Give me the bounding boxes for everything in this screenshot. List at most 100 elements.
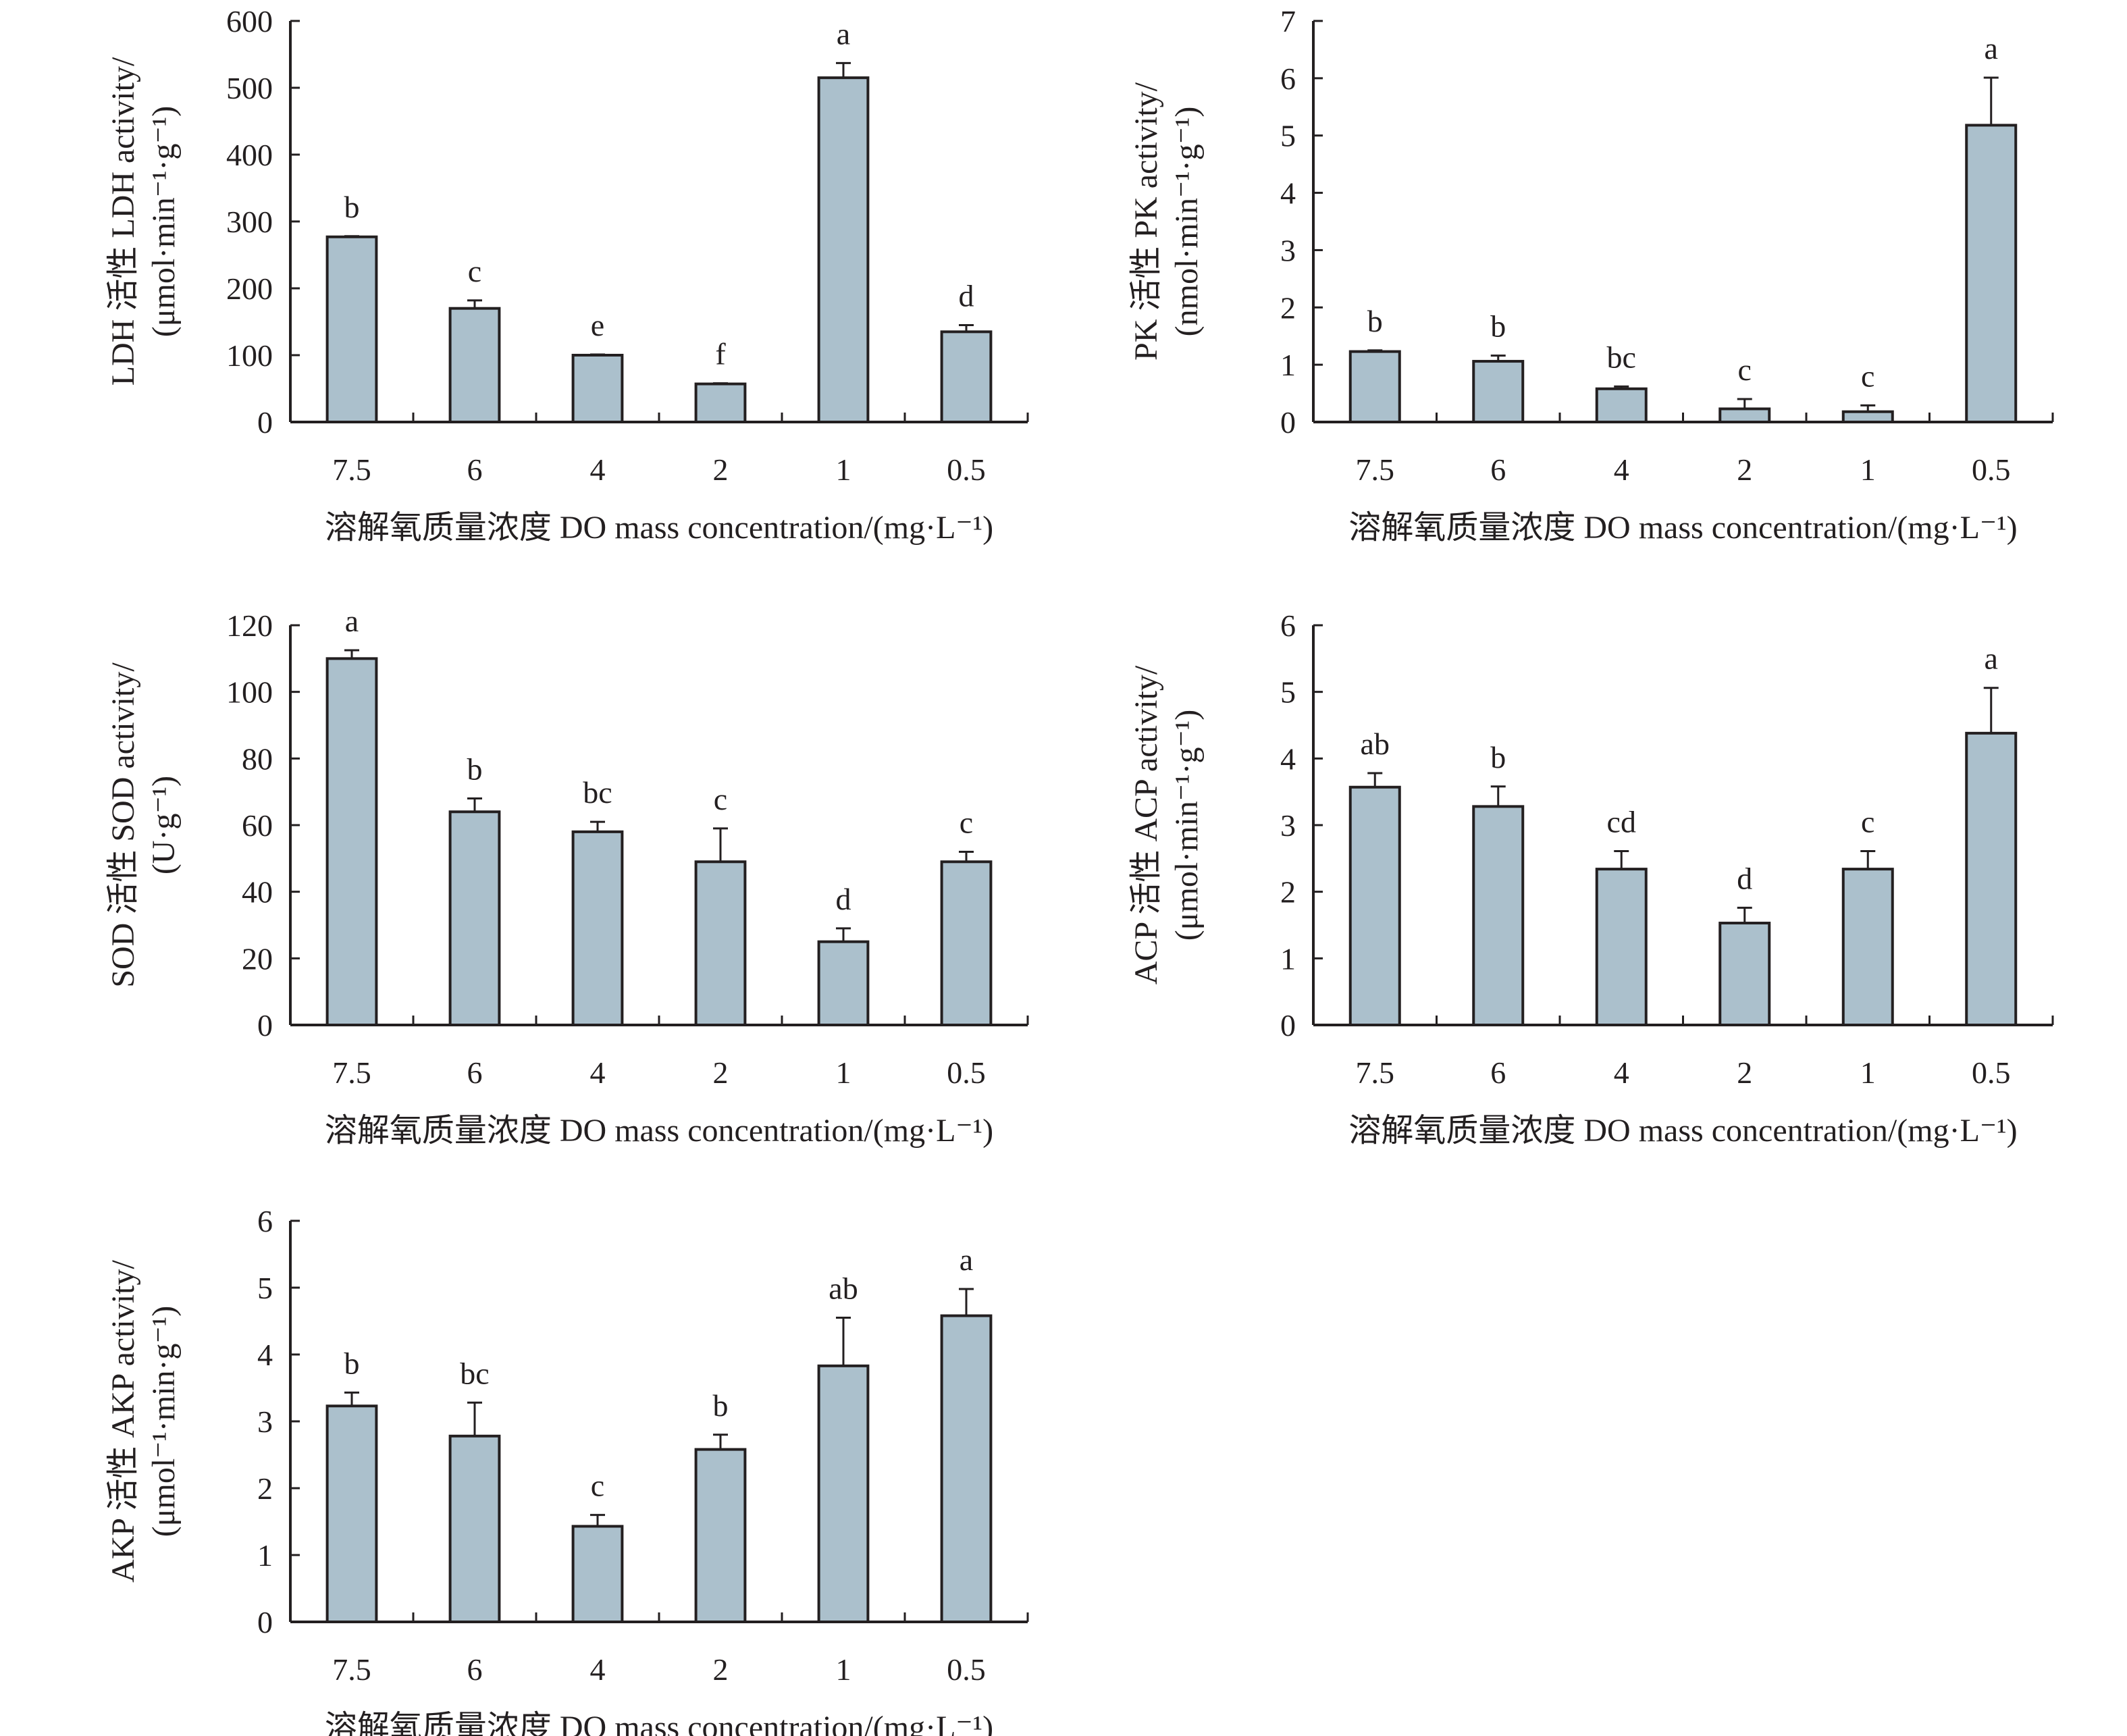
y-axis-title: LDH 活性 LDH activity/ xyxy=(105,57,141,386)
bar xyxy=(694,860,747,1027)
significance-label: b xyxy=(1367,304,1383,338)
bar xyxy=(448,1434,501,1624)
chart-panel-3: 0 1 2 3 4 5 6 ab 7.5 b 6 cd 4 d 2 c 1 a 0.5 溶解氧质量浓度 DO mass… xyxy=(1128,608,2054,1149)
significance-label: b xyxy=(1490,740,1506,774)
significance-label: a xyxy=(837,16,850,51)
bar xyxy=(325,1404,378,1623)
y-axis-unit: (nmol·min⁻¹·g⁻¹) xyxy=(1169,107,1205,337)
x-axis-title: 溶解氧质量浓度 DO mass concentration/(mg·L⁻¹) xyxy=(325,510,993,546)
bar xyxy=(1348,785,1401,1026)
x-axis-title: 溶解氧质量浓度 DO mass concentration/(mg·L⁻¹) xyxy=(325,1710,993,1736)
bar xyxy=(1472,805,1525,1026)
y-tick-label: 5 xyxy=(1280,119,1296,153)
y-tick-label: 600 xyxy=(226,4,273,38)
bar xyxy=(1965,731,2018,1026)
bar xyxy=(1595,868,1648,1026)
x-tick-label: 7.5 xyxy=(1356,452,1395,487)
significance-label: c xyxy=(1861,804,1874,839)
significance-label: c xyxy=(1861,359,1874,393)
bar xyxy=(817,940,870,1026)
significance-label: bc xyxy=(1607,340,1636,374)
significance-label: ab xyxy=(1361,727,1390,761)
bar xyxy=(1472,360,1525,424)
y-tick-label: 0 xyxy=(257,1605,273,1639)
bar xyxy=(940,860,993,1027)
y-tick-label: 100 xyxy=(226,675,273,710)
chart-panel-4: 0 1 2 3 4 5 6 b 7.5 bc 6 c 4 b 2 ab 1 a 0.5 溶解氧质量浓度 DO mass… xyxy=(105,1204,1029,1736)
y-tick-label: 0 xyxy=(1280,405,1296,440)
bar xyxy=(571,830,624,1027)
y-tick-label: 4 xyxy=(257,1338,273,1372)
y-axis-unit: (U·g⁻¹) xyxy=(146,776,182,874)
bar xyxy=(1595,387,1648,423)
y-tick-label: 100 xyxy=(226,338,273,373)
y-axis-title: SOD 活性 SOD activity/ xyxy=(105,662,141,988)
y-tick-label: 120 xyxy=(226,608,273,643)
bar xyxy=(448,307,501,424)
x-tick-label: 0.5 xyxy=(947,1055,986,1090)
x-tick-label: 2 xyxy=(713,452,729,487)
x-tick-label: 4 xyxy=(590,1055,606,1090)
x-tick-label: 0.5 xyxy=(1972,1055,2011,1090)
significance-label: a xyxy=(345,604,359,638)
x-tick-label: 1 xyxy=(836,1055,851,1090)
x-tick-label: 1 xyxy=(1860,452,1876,487)
y-tick-label: 200 xyxy=(226,271,273,306)
significance-label: a xyxy=(960,1242,973,1277)
significance-label: a xyxy=(1985,31,1998,65)
significance-label: c xyxy=(714,782,727,816)
significance-label: c xyxy=(1738,352,1752,387)
significance-label: f xyxy=(715,337,726,371)
x-tick-label: 6 xyxy=(1490,1055,1506,1090)
x-axis-title: 溶解氧质量浓度 DO mass concentration/(mg·L⁻¹) xyxy=(325,1113,993,1149)
y-tick-label: 6 xyxy=(1280,608,1296,643)
x-tick-label: 0.5 xyxy=(1972,452,2011,487)
y-tick-label: 3 xyxy=(1280,808,1296,843)
y-tick-label: 3 xyxy=(257,1404,273,1439)
bar xyxy=(1348,350,1401,424)
x-tick-label: 0.5 xyxy=(947,1652,986,1687)
y-axis-unit: (μmol·min⁻¹·g⁻¹) xyxy=(1169,710,1205,941)
y-tick-label: 6 xyxy=(1280,61,1296,96)
y-tick-label: 2 xyxy=(1280,290,1296,325)
bar xyxy=(325,657,378,1026)
significance-label: c xyxy=(960,805,973,839)
x-tick-label: 6 xyxy=(467,452,483,487)
y-tick-label: 1 xyxy=(257,1538,273,1573)
x-axis-title: 溶解氧质量浓度 DO mass concentration/(mg·L⁻¹) xyxy=(1348,1113,2017,1149)
bar xyxy=(1718,407,1771,423)
y-tick-label: 5 xyxy=(257,1271,273,1305)
y-tick-label: 2 xyxy=(1280,875,1296,910)
x-tick-label: 0.5 xyxy=(947,452,986,487)
bar xyxy=(1841,410,1894,423)
y-tick-label: 0 xyxy=(257,405,273,440)
x-tick-label: 7.5 xyxy=(332,1055,371,1090)
bar xyxy=(694,1448,747,1624)
bar xyxy=(817,1364,870,1623)
bar xyxy=(940,1314,993,1623)
significance-label: b xyxy=(713,1388,729,1423)
bar xyxy=(571,1525,624,1623)
y-tick-label: 500 xyxy=(226,71,273,105)
y-axis-title: PK 活性 PK activity/ xyxy=(1128,82,1164,361)
x-tick-label: 6 xyxy=(1490,452,1506,487)
y-tick-label: 400 xyxy=(226,138,273,172)
bar xyxy=(325,235,378,423)
y-tick-label: 0 xyxy=(257,1008,273,1043)
significance-label: bc xyxy=(460,1356,489,1390)
significance-label: b xyxy=(344,190,360,224)
chart-panel-1: 0 1 2 3 4 5 6 7 b 7.5 b 6 bc 4 c 2 c 1 a 0.5 溶解氧质量浓度 DO mass… xyxy=(1128,4,2054,546)
chart-panel-2: 0 20 40 60 80 100 120 a 7.5 b 6 bc 4 c 2 d 1 c 0.5 溶解氧质量浓度 … xyxy=(105,604,1029,1149)
x-tick-label: 4 xyxy=(590,452,606,487)
x-tick-label: 4 xyxy=(1614,452,1629,487)
significance-label: b xyxy=(1490,309,1506,344)
y-tick-label: 5 xyxy=(1280,675,1296,710)
x-tick-label: 7.5 xyxy=(332,1652,371,1687)
x-tick-label: 1 xyxy=(1860,1055,1876,1090)
x-tick-label: 4 xyxy=(590,1652,606,1687)
y-tick-label: 1 xyxy=(1280,941,1296,976)
x-tick-label: 2 xyxy=(713,1652,729,1687)
x-tick-label: 2 xyxy=(1737,1055,1752,1090)
y-tick-label: 2 xyxy=(257,1471,273,1506)
y-tick-label: 4 xyxy=(1280,741,1296,776)
